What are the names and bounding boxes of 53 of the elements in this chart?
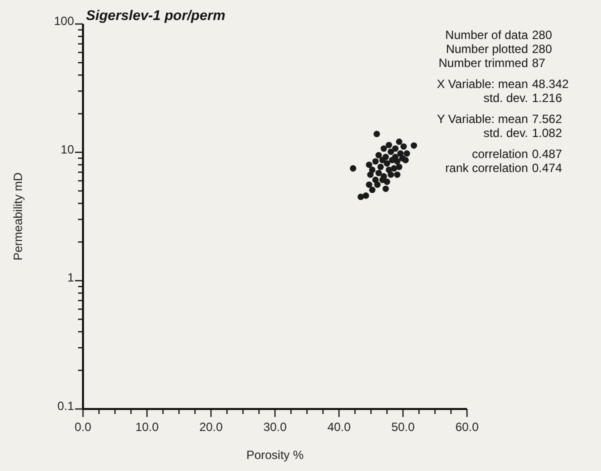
point [369, 166, 376, 174]
y-tick-label: 0.1 [57, 399, 74, 413]
point [366, 162, 372, 168]
y-axis-title: Permeability mD [11, 172, 25, 261]
point [384, 160, 390, 167]
point [362, 192, 370, 199]
text: std. dev. 1.216 [484, 91, 562, 105]
point [399, 155, 406, 162]
annotation: X Variable: mean 48.342 [436, 77, 570, 91]
point [375, 152, 382, 158]
y-tick-label: 1 [67, 270, 74, 285]
text: std. dev. 1.082 [484, 126, 562, 140]
point [372, 158, 379, 165]
x-axis-title: Porosity % [246, 448, 304, 462]
point [400, 143, 407, 150]
point [374, 130, 380, 138]
point [404, 150, 410, 157]
annotation: rank correlation 0.474 [445, 161, 562, 175]
point [384, 178, 390, 185]
x-tick-label: 40.0 [327, 420, 351, 434]
x-tick-label: 20.0 [199, 420, 223, 434]
point [350, 165, 356, 172]
point [366, 181, 372, 188]
y-tick-label: 10 [60, 142, 74, 156]
annotation: Number trimmed 87 [438, 56, 546, 70]
point [410, 142, 418, 149]
x-tick-label: 30.0 [263, 420, 287, 434]
point [392, 145, 399, 152]
point [377, 164, 384, 170]
point [375, 170, 382, 176]
point [369, 186, 376, 194]
x-tick-label: 10.0 [135, 420, 159, 434]
point [388, 148, 394, 155]
point [380, 145, 387, 152]
y-tick-label: 100 [54, 14, 74, 28]
point [374, 181, 381, 188]
x-tick-label: 0.0 [74, 420, 92, 434]
annotation: Number plotted 280 [446, 42, 552, 56]
annotation: Y Variable: mean 7.562 [437, 112, 562, 126]
point [382, 186, 389, 192]
x-tick-label: 60.0 [455, 420, 479, 434]
annotation: Number of data 280 [445, 28, 552, 42]
point [358, 194, 364, 200]
x-tick-label: 50.0 [391, 420, 415, 434]
point [394, 158, 400, 165]
point [382, 154, 389, 160]
point [394, 171, 400, 178]
text: correlation 0.487 [472, 147, 562, 161]
chart-title: Sigerslev-1 por/perm [86, 7, 226, 23]
point [386, 142, 392, 148]
point [390, 165, 398, 172]
point [386, 166, 392, 174]
point [396, 138, 402, 145]
